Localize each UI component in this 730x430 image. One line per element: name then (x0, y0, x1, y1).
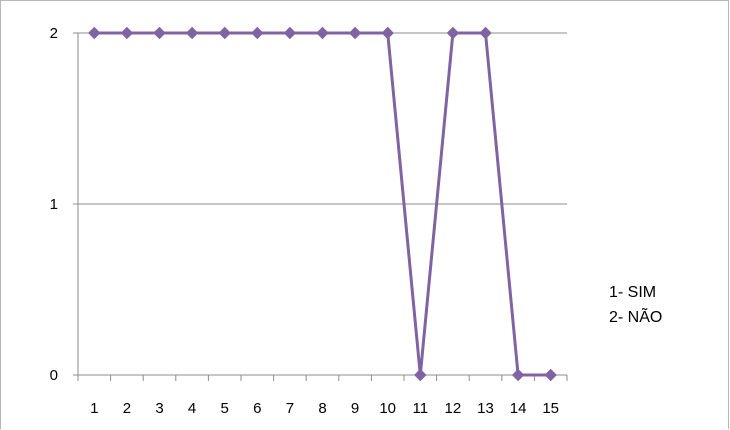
y-tick-label-0: 0 (50, 367, 58, 384)
data-point-3 (153, 26, 166, 40)
data-point-5 (218, 26, 231, 40)
data-point-7 (283, 26, 297, 40)
y-tick-label-1: 1 (50, 196, 58, 213)
x-tick-label-8: 8 (318, 400, 326, 417)
data-point-11 (414, 368, 427, 382)
x-tick-label-13: 13 (477, 400, 494, 417)
data-point-9 (348, 26, 362, 40)
data-point-8 (316, 26, 329, 40)
data-point-12 (446, 26, 460, 40)
x-tick-label-15: 15 (542, 400, 559, 417)
axes (77, 33, 568, 381)
data-point-13 (479, 26, 492, 40)
data-point-4 (185, 26, 199, 40)
annotation-sim: 1- SIM (609, 284, 657, 301)
x-tick-label-2: 2 (123, 400, 131, 417)
x-tick-label-10: 10 (379, 400, 396, 417)
x-tick-label-5: 5 (221, 400, 229, 417)
data-point-15 (544, 368, 557, 382)
x-tick-label-11: 11 (413, 400, 429, 417)
data-point-14 (511, 368, 525, 382)
y-tick-label-2: 2 (50, 25, 58, 42)
x-tick-label-1: 1 (90, 400, 98, 417)
x-tick-label-6: 6 (253, 400, 261, 417)
series (88, 26, 557, 382)
data-point-2 (120, 26, 134, 40)
x-tick-label-7: 7 (286, 400, 294, 417)
x-tick-label-12: 12 (445, 400, 462, 417)
gridlines (73, 32, 567, 376)
x-tick-label-4: 4 (188, 400, 196, 417)
x-tick-label-14: 14 (510, 400, 527, 417)
data-point-1 (88, 26, 101, 40)
x-tick-label-9: 9 (351, 400, 359, 417)
annotation-nao: 2- NÃO (609, 309, 663, 326)
data-point-6 (251, 26, 264, 40)
data-point-10 (381, 26, 394, 40)
x-tick-label-3: 3 (155, 400, 163, 417)
